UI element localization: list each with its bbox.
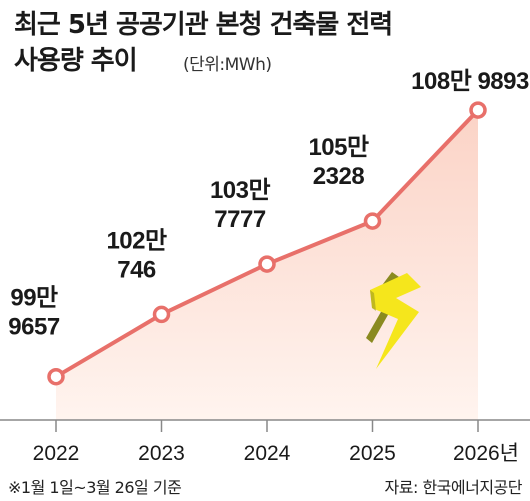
data-point <box>363 212 382 230</box>
chart-title-line-2: 사용량 추이 <box>14 46 138 76</box>
source-label: 자료: 한국에너지공단 <box>384 478 523 497</box>
x-tick-label: 2023 <box>138 442 185 465</box>
footnote: ※1월 1일~3월 26일 기준 <box>8 478 182 497</box>
value-label: 102만 746 <box>106 227 167 283</box>
value-label: 105만 2328 <box>308 134 369 190</box>
x-tick-label: 2022 <box>33 442 80 465</box>
x-tick-label: 2024 <box>244 442 291 465</box>
value-label: 108만 9893 <box>411 68 529 95</box>
chart-title-line-1: 최근 5년 공공기관 본청 건축물 전력 <box>14 10 393 40</box>
x-tick-label: 2026년 <box>453 442 519 465</box>
data-point <box>152 305 171 324</box>
x-tick-label: 2025 <box>349 442 396 465</box>
unit-label: (단위:MWh) <box>183 55 272 75</box>
data-point <box>258 255 276 273</box>
data-point <box>47 367 65 386</box>
value-label: 103만 7777 <box>210 177 271 233</box>
data-point <box>469 101 487 119</box>
lightning-bolt-icon <box>366 272 421 369</box>
value-label: 99만 9657 <box>8 285 60 341</box>
